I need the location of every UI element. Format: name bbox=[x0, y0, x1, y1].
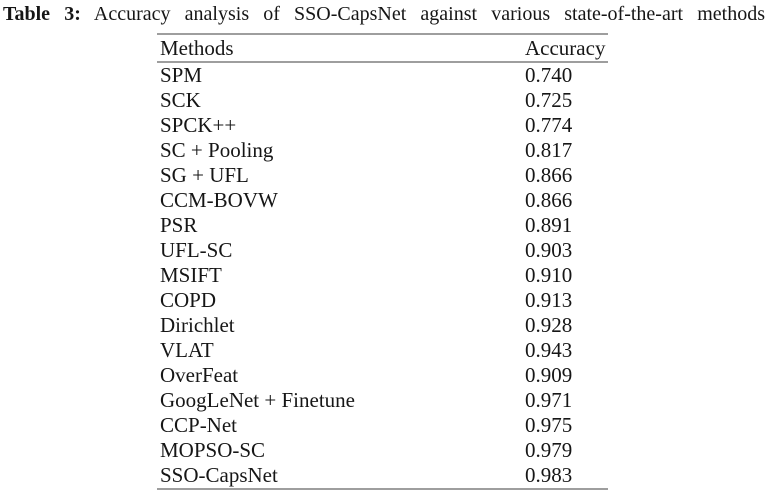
accuracy-cell: 0.983 bbox=[525, 463, 573, 487]
table-row: MOPSO-SC 0.979 bbox=[157, 438, 608, 463]
method-cell: MSIFT bbox=[160, 263, 222, 287]
accuracy-cell: 0.979 bbox=[525, 438, 573, 462]
table-header-row: Methods Accuracy bbox=[157, 33, 608, 63]
table-row: UFL-SC 0.903 bbox=[157, 238, 608, 263]
accuracy-cell: 0.909 bbox=[525, 363, 573, 387]
accuracy-cell: 0.866 bbox=[525, 163, 573, 187]
table-row: MSIFT 0.910 bbox=[157, 263, 608, 288]
method-cell: SSO-CapsNet bbox=[160, 463, 278, 487]
table-row: CCM-BOVW 0.866 bbox=[157, 188, 608, 213]
table-row: SCK 0.725 bbox=[157, 88, 608, 113]
accuracy-cell: 0.817 bbox=[525, 138, 573, 162]
method-cell: CCM-BOVW bbox=[160, 188, 278, 212]
table-row: SPCK++ 0.774 bbox=[157, 113, 608, 138]
accuracy-cell: 0.975 bbox=[525, 413, 573, 437]
table-row: SSO-CapsNet 0.983 bbox=[157, 463, 608, 488]
method-cell: OverFeat bbox=[160, 363, 239, 387]
method-cell: PSR bbox=[160, 213, 198, 237]
method-cell: VLAT bbox=[160, 338, 214, 362]
accuracy-table: Methods Accuracy SPM 0.740 SCK 0.725 SPC… bbox=[157, 33, 608, 490]
method-cell: GoogLeNet + Finetune bbox=[160, 388, 355, 412]
table-body: SPM 0.740 SCK 0.725 SPCK++ 0.774 SC + Po… bbox=[157, 63, 608, 490]
method-cell: SG + UFL bbox=[160, 163, 249, 187]
table-row: PSR 0.891 bbox=[157, 213, 608, 238]
table-row: COPD 0.913 bbox=[157, 288, 608, 313]
table-row: OverFeat 0.909 bbox=[157, 363, 608, 388]
accuracy-cell: 0.891 bbox=[525, 213, 573, 237]
table-row: GoogLeNet + Finetune 0.971 bbox=[157, 388, 608, 413]
table-row: SG + UFL 0.866 bbox=[157, 163, 608, 188]
method-cell: SCK bbox=[160, 88, 201, 112]
table-caption: Table 3: Accuracy analysis of SSO-CapsNe… bbox=[3, 1, 765, 27]
accuracy-cell: 0.913 bbox=[525, 288, 573, 312]
method-cell: Dirichlet bbox=[160, 313, 235, 337]
table-caption-text: Accuracy analysis of SSO-CapsNet against… bbox=[93, 3, 765, 25]
header-methods: Methods bbox=[160, 35, 234, 60]
table-row: SC + Pooling 0.817 bbox=[157, 138, 608, 163]
accuracy-cell: 0.943 bbox=[525, 338, 573, 362]
accuracy-cell: 0.740 bbox=[525, 63, 573, 87]
accuracy-cell: 0.725 bbox=[525, 88, 573, 112]
table-caption-label: Table 3: bbox=[3, 3, 81, 25]
table-row: Dirichlet 0.928 bbox=[157, 313, 608, 338]
accuracy-cell: 0.866 bbox=[525, 188, 573, 212]
table-row: CCP-Net 0.975 bbox=[157, 413, 608, 438]
method-cell: CCP-Net bbox=[160, 413, 238, 437]
header-accuracy: Accuracy bbox=[525, 35, 606, 60]
method-cell: MOPSO-SC bbox=[160, 438, 266, 462]
method-cell: UFL-SC bbox=[160, 238, 233, 262]
method-cell: SPM bbox=[160, 63, 203, 87]
accuracy-cell: 0.903 bbox=[525, 238, 573, 262]
method-cell: SC + Pooling bbox=[160, 138, 274, 162]
method-cell: COPD bbox=[160, 288, 217, 312]
method-cell: SPCK++ bbox=[160, 113, 237, 137]
accuracy-cell: 0.928 bbox=[525, 313, 573, 337]
table-row: SPM 0.740 bbox=[157, 63, 608, 88]
table-row: VLAT 0.943 bbox=[157, 338, 608, 363]
accuracy-cell: 0.910 bbox=[525, 263, 573, 287]
accuracy-cell: 0.774 bbox=[525, 113, 573, 137]
accuracy-cell: 0.971 bbox=[525, 388, 573, 412]
